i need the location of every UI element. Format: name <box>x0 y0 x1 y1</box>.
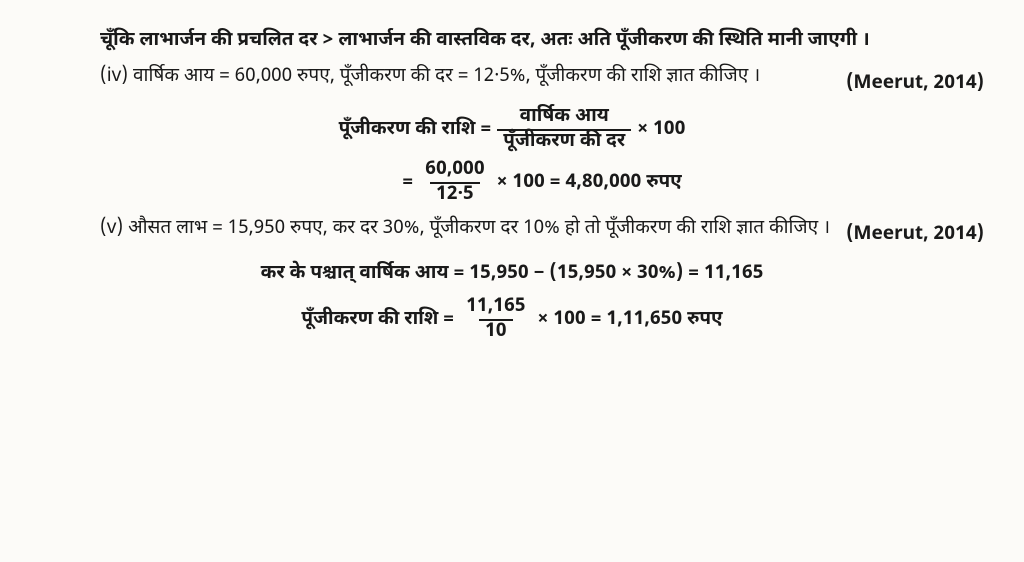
calc1-text: कर के पश्चात् वार्षिक आय = 15,950 − (15,… <box>261 258 764 290</box>
formula1-fraction: वार्षिक आय पूँजीकरण की दर <box>497 106 631 154</box>
formula1-tail: × 100 <box>637 114 685 146</box>
question-iv-label: (iv) <box>100 64 128 89</box>
formula3-num: 11,165 <box>460 296 531 319</box>
formula1-num: वार्षिक आय <box>514 106 615 129</box>
formula3-fraction: 11,165 10 <box>460 296 531 344</box>
question-iv-body: वार्षिक आय = 60,000 रुपए, पूँजीकरण की दर… <box>133 64 760 89</box>
formula-capitalisation-numeric: = 60,000 12·5 × 100 = 4,80,000 रुपए <box>40 159 984 207</box>
question-iv-row: (iv) वार्षिक आय = 60,000 रुपए, पूँजीकरण … <box>40 61 984 97</box>
para-overcapitalisation: चूँकि लाभार्जन की प्रचलित दर > लाभार्जन … <box>40 25 984 57</box>
formula3-den: 10 <box>479 319 513 344</box>
question-iv-text: (iv) वार्षिक आय = 60,000 रुपए, पूँजीकरण … <box>40 61 984 93</box>
formula2-den: 12·5 <box>430 182 480 207</box>
formula3-lhs: पूँजीकरण की राशि = <box>301 304 454 336</box>
formula2-prefix: = <box>402 167 413 199</box>
question-v-label: (v) <box>100 216 123 241</box>
formula-capitalisation-symbolic: पूँजीकरण की राशि = वार्षिक आय पूँजीकरण क… <box>40 106 984 154</box>
question-v-citation: (Meerut, 2014) <box>846 219 984 251</box>
formula2-tail: × 100 = 4,80,000 रुपए <box>497 167 682 199</box>
formula-capitalisation-final: पूँजीकरण की राशि = 11,165 10 × 100 = 1,1… <box>40 296 984 344</box>
formula2-fraction: 60,000 12·5 <box>419 159 490 207</box>
formula1-lhs: पूँजीकरण की राशि = <box>339 114 492 146</box>
formula1-den: पूँजीकरण की दर <box>497 129 631 154</box>
formula3-tail: × 100 = 1,11,650 रुपए <box>538 304 723 336</box>
formula2-num: 60,000 <box>419 159 490 182</box>
question-v-body: औसत लाभ = 15,950 रुपए, कर दर 30%, पूँजीक… <box>128 216 830 241</box>
question-iv-citation: (Meerut, 2014) <box>846 68 984 100</box>
calc-after-tax-income: कर के पश्चात् वार्षिक आय = 15,950 − (15,… <box>40 258 984 290</box>
